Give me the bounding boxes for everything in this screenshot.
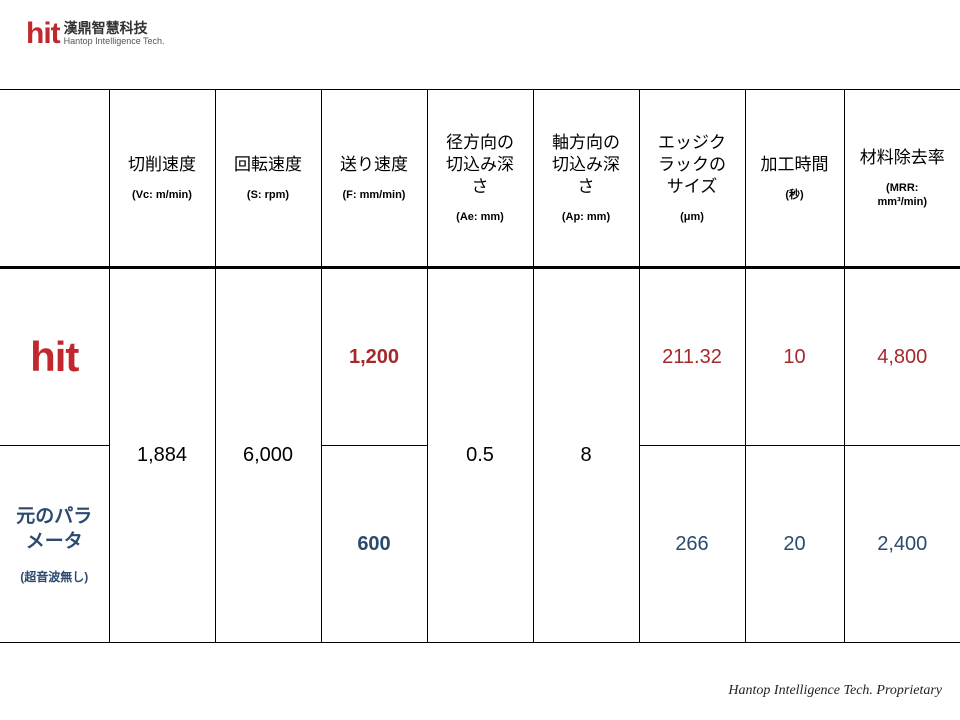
logo-chinese-name: 漢鼎智慧科技 (63, 20, 148, 36)
header-radial-depth: 径方向の切込み深さ (Ae: mm) (426, 89, 534, 269)
header-label: 軸方向の切込み深さ (552, 133, 620, 196)
cell-radial-depth: 0.5 (426, 267, 534, 643)
logo-english-name: Hantop Intelligence Tech. (63, 36, 165, 46)
header-label: エッジクラックのサイズ (658, 133, 726, 196)
header-spindle-speed: 回転速度 (S: rpm) (214, 89, 322, 269)
header-label: 切削速度 (128, 155, 196, 174)
cell-crack-original: 266 (638, 445, 746, 643)
header-cutting-speed: 切削速度 (Vc: m/min) (108, 89, 216, 269)
header-machining-time: 加工時間 (秒) (744, 89, 845, 269)
header-unit: (Ae: mm) (456, 211, 504, 223)
header-label: 材料除去率 (859, 148, 945, 167)
header-label: 径方向の切込み深さ (446, 133, 514, 196)
header-label: 回転速度 (234, 155, 302, 174)
header-unit: (Ap: mm) (561, 211, 611, 223)
cell-cutting-speed: 1,884 (108, 267, 216, 643)
original-params-label: 元のパラメータ (16, 505, 93, 552)
header-corner-cell (0, 89, 110, 269)
original-params-note: (超音波無し) (20, 569, 89, 584)
cell-mrr-original: 2,400 (843, 445, 960, 643)
header-unit: (秒) (785, 189, 804, 201)
cell-spindle-speed: 6,000 (214, 267, 322, 643)
hit-logo: hit (30, 333, 79, 380)
cell-feed-hit: 1,200 (320, 267, 428, 446)
header-material-removal-rate: 材料除去率 (MRR: mm³/min) (843, 89, 960, 269)
row-label-original: 元のパラメータ (超音波無し) (0, 445, 110, 643)
cell-feed-original: 600 (320, 445, 428, 643)
cell-mrr-hit: 4,800 (843, 267, 960, 446)
comparison-table: 切削速度 (Vc: m/min) 回転速度 (S: rpm) 送り速度 (F: … (0, 89, 960, 643)
header-unit: (S: rpm) (246, 189, 290, 201)
header-unit: (F: mm/min) (342, 189, 406, 201)
header-feed-rate: 送り速度 (F: mm/min) (320, 89, 428, 269)
table-row-original: 元のパラメータ (超音波無し) 600 266 20 2,400 (0, 445, 960, 643)
header-label: 送り速度 (340, 155, 408, 174)
cell-time-original: 20 (744, 445, 845, 643)
header-edge-crack-size: エッジクラックのサイズ (μm) (638, 89, 746, 269)
header-unit: (μm) (680, 211, 704, 223)
header-axial-depth: 軸方向の切込み深さ (Ap: mm) (532, 89, 640, 269)
header-row: 切削速度 (Vc: m/min) 回転速度 (S: rpm) 送り速度 (F: … (0, 89, 960, 269)
proprietary-footer: Hantop Intelligence Tech. Proprietary (728, 683, 942, 698)
row-label-hit: hit (0, 267, 110, 446)
cell-time-hit: 10 (744, 267, 845, 446)
logo-text: 漢鼎智慧科技 Hantop Intelligence Tech. (64, 20, 165, 47)
table-row-hit: hit 1,884 6,000 1,200 0.5 8 211.32 10 4,… (0, 267, 960, 643)
header-label: 加工時間 (760, 155, 829, 174)
cell-axial-depth: 8 (532, 267, 640, 643)
company-logo: hit 漢鼎智慧科技 Hantop Intelligence Tech. (26, 17, 165, 50)
header-unit: (MRR: mm³/min) (877, 182, 928, 208)
logo-mark: hit (26, 17, 61, 50)
cell-crack-hit: 211.32 (638, 267, 746, 446)
header-unit: (Vc: m/min) (132, 189, 192, 201)
